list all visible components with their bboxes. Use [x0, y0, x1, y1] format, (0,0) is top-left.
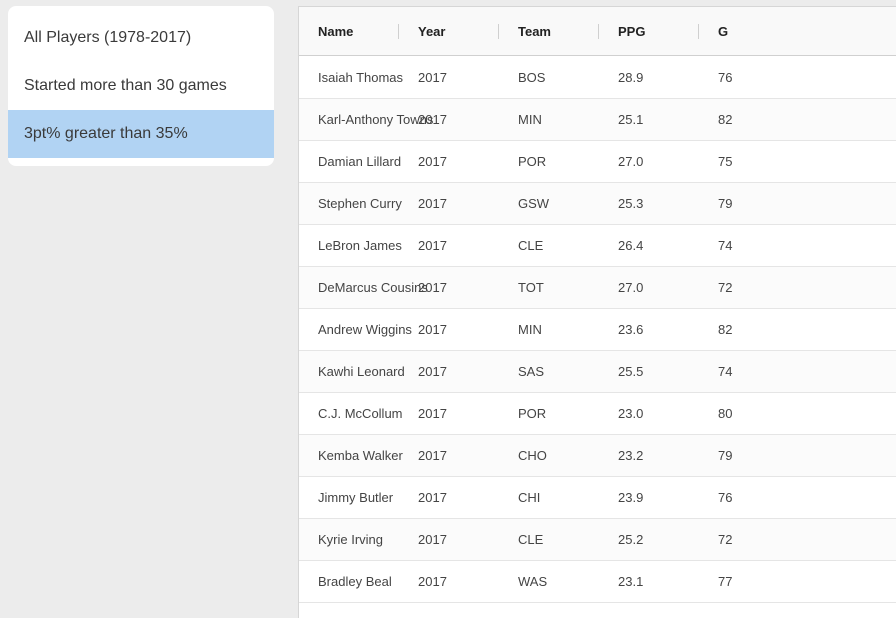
- cell-year: 2017: [418, 532, 447, 547]
- cell-ppg: 25.5: [618, 364, 644, 379]
- cell-g: 82: [718, 322, 733, 337]
- table-row[interactable]: Damian Lillard 2017 POR 27.0 75: [299, 141, 896, 183]
- cell-name: DeMarcus Cousins: [318, 280, 428, 295]
- cell-ppg: 23.2: [618, 448, 644, 463]
- table-row[interactable]: Bradley Beal 2017 WAS 23.1 77: [299, 561, 896, 603]
- column-header-team[interactable]: Team: [499, 7, 599, 56]
- column-header-name[interactable]: Name: [299, 7, 399, 56]
- cell-g: 82: [718, 112, 733, 127]
- table-row[interactable]: Kyrie Irving 2017 CLE 25.2 72: [299, 519, 896, 561]
- cell-name: Andrew Wiggins: [318, 322, 412, 337]
- cell-g: 74: [718, 238, 733, 253]
- table-row[interactable]: DeMarcus Cousins 2017 TOT 27.0 72: [299, 267, 896, 309]
- filter-all-players[interactable]: All Players (1978-2017): [24, 29, 192, 46]
- cell-team: TOT: [518, 280, 544, 295]
- table-header: Name Year Team PPG G: [299, 7, 896, 56]
- cell-ppg: 23.9: [618, 490, 644, 505]
- cell-team: SAS: [518, 364, 545, 379]
- cell-year: 2017: [418, 448, 447, 463]
- cell-ppg: 25.1: [618, 112, 644, 127]
- cell-ppg: 27.0: [618, 280, 644, 295]
- cell-year: 2017: [418, 238, 447, 253]
- table-row[interactable]: Isaiah Thomas 2017 BOS 28.9 76: [299, 56, 896, 99]
- cell-name: Isaiah Thomas: [318, 69, 404, 85]
- cell-team: POR: [518, 406, 547, 421]
- cell-g: 76: [718, 69, 733, 85]
- table-row[interactable]: Kawhi Leonard 2017 SAS 25.5 74: [299, 351, 896, 393]
- cell-g: 79: [718, 196, 733, 211]
- cell-g: 76: [718, 490, 733, 505]
- cell-year: 2017: [418, 490, 447, 505]
- cell-name: Kawhi Leonard: [318, 364, 405, 379]
- table-row[interactable]: C.J. McCollum 2017 POR 23.0 80: [299, 393, 896, 435]
- table-body: Isaiah Thomas 2017 BOS 28.9 76 Karl-Anthony T…: [299, 56, 896, 603]
- cell-year: 2017: [418, 280, 447, 295]
- cell-name: LeBron James: [318, 238, 402, 253]
- cell-year: 2017: [418, 574, 447, 589]
- cell-name: Kemba Walker: [318, 448, 403, 463]
- cell-ppg: 27.0: [618, 154, 644, 169]
- cell-year: 2017: [418, 154, 447, 169]
- cell-name: Jimmy Butler: [318, 490, 394, 505]
- column-header-year[interactable]: Year: [399, 7, 499, 56]
- cell-year: 2017: [418, 322, 447, 337]
- cell-ppg: 26.4: [618, 238, 644, 253]
- cell-team: POR: [518, 154, 547, 169]
- cell-g: 75: [718, 154, 733, 169]
- filter-started-30-games[interactable]: Started more than 30 games: [24, 77, 227, 94]
- cell-name: Bradley Beal: [318, 574, 392, 589]
- cell-name: Stephen Curry: [318, 196, 402, 211]
- cell-team: WAS: [518, 574, 548, 589]
- filter-3pt-35-percent[interactable]: 3pt% greater than 35%: [8, 110, 274, 158]
- cell-ppg: 23.0: [618, 406, 644, 421]
- table-row[interactable]: Stephen Curry 2017 GSW 25.3 79: [299, 183, 896, 225]
- cell-name: Karl-Anthony Towns: [318, 112, 434, 127]
- table-row[interactable]: Kemba Walker 2017 CHO 23.2 79: [299, 435, 896, 477]
- cell-team: CHO: [518, 448, 547, 463]
- filter-panel: All Players (1978-2017) Started more tha…: [8, 6, 274, 166]
- cell-ppg: 23.1: [618, 574, 644, 589]
- cell-g: 72: [718, 280, 733, 295]
- cell-g: 79: [718, 448, 733, 463]
- cell-name: Damian Lillard: [318, 154, 402, 169]
- cell-team: MIN: [518, 112, 542, 127]
- cell-g: 80: [718, 406, 733, 421]
- cell-name: C.J. McCollum: [318, 406, 403, 421]
- cell-ppg: 25.2: [618, 532, 644, 547]
- cell-g: 74: [718, 364, 733, 379]
- cell-g: 72: [718, 532, 733, 547]
- table-row[interactable]: Jimmy Butler 2017 CHI 23.9 76: [299, 477, 896, 519]
- cell-year: 2017: [418, 69, 447, 85]
- table-row[interactable]: Andrew Wiggins 2017 MIN 23.6 82: [299, 309, 896, 351]
- cell-team: MIN: [518, 322, 542, 337]
- cell-year: 2017: [418, 112, 447, 127]
- cell-team: BOS: [518, 69, 546, 85]
- cell-ppg: 25.3: [618, 196, 644, 211]
- cell-team: CHI: [518, 490, 541, 505]
- table-row[interactable]: LeBron James 2017 CLE 26.4 74: [299, 225, 896, 267]
- cell-ppg: 28.9: [618, 69, 644, 85]
- column-header-ppg[interactable]: PPG: [599, 7, 699, 56]
- column-header-g[interactable]: G: [718, 24, 729, 39]
- cell-year: 2017: [418, 406, 447, 421]
- players-table: Name Year Team PPG G Isaiah Thomas 2017 BO…: [298, 6, 896, 618]
- table-row[interactable]: Karl-Anthony Towns 2017 MIN 25.1 82: [299, 99, 896, 141]
- cell-year: 2017: [418, 196, 447, 211]
- cell-team: CLE: [518, 532, 544, 547]
- cell-name: Kyrie Irving: [318, 532, 384, 547]
- cell-ppg: 23.6: [618, 322, 644, 337]
- cell-g: 77: [718, 574, 733, 589]
- cell-year: 2017: [418, 364, 447, 379]
- cell-team: CLE: [518, 238, 544, 253]
- cell-team: GSW: [518, 196, 550, 211]
